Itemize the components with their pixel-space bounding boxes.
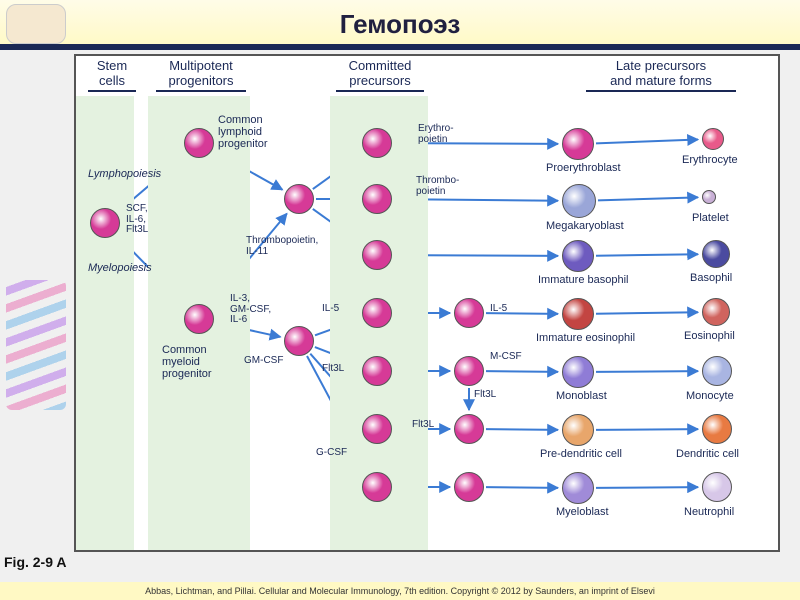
label: Eosinophil: [684, 330, 735, 342]
label: Monocyte: [686, 390, 734, 402]
cell-c-mega: [362, 184, 392, 214]
cell-gm-prog: [284, 326, 314, 356]
label: Monoblast: [556, 390, 607, 402]
label: Neutrophil: [684, 506, 734, 518]
arrow: [598, 197, 698, 200]
header-bar: Гемопоэз: [0, 0, 800, 50]
arrow: [596, 429, 698, 430]
figure-reference: Fig. 2-9 A: [4, 554, 67, 570]
cell-immeos: [562, 298, 594, 330]
cell-c-eryth: [362, 128, 392, 158]
cell-myeloblast: [562, 472, 594, 504]
cell-neutro: [702, 472, 732, 502]
cell-erythro: [702, 128, 724, 150]
growth-factor-note: GM-CSF: [244, 356, 283, 367]
cell-predc: [562, 414, 594, 446]
cell-monoblast: [562, 356, 594, 388]
cell-c-eos: [362, 298, 392, 328]
cell-mid-neut: [454, 472, 484, 502]
label: Immature basophil: [538, 274, 629, 286]
arrow: [596, 254, 698, 255]
cell-proeryth: [562, 128, 594, 160]
label: Immature eosinophil: [536, 332, 635, 344]
cell-mid-dc: [454, 414, 484, 444]
label: Erythrocyte: [682, 154, 738, 166]
arrow: [486, 429, 558, 430]
cell-cmp: [184, 304, 214, 334]
arrow: [596, 371, 698, 372]
label: Proerythroblast: [546, 162, 621, 174]
arrow: [596, 312, 698, 313]
label: Dendritic cell: [676, 448, 739, 460]
cell-meg-prog: [284, 184, 314, 214]
cell-immbaso: [562, 240, 594, 272]
cell-c-baso: [362, 240, 392, 270]
cell-c-mono: [362, 356, 392, 386]
growth-factor-note: Flt3L: [412, 420, 434, 431]
cell-dendritic: [702, 414, 732, 444]
growth-factor-note: Flt3L: [322, 364, 344, 375]
column-header: Late precursors and mature forms: [586, 58, 736, 92]
column-header: Stem cells: [88, 58, 136, 92]
label: Common myeloid progenitor: [162, 344, 212, 380]
cell-basophil: [702, 240, 730, 268]
label: Myeloblast: [556, 506, 609, 518]
cell-platelet: [702, 190, 716, 204]
cell-c-dc: [362, 414, 392, 444]
cell-megakary: [562, 184, 596, 218]
label: Megakaryoblast: [546, 220, 624, 232]
page-title: Гемопоэз: [340, 9, 461, 40]
hematopoiesis-diagram: Stem cells Multipotent progenitors Committ…: [74, 54, 780, 552]
footer-citation: Abbas, Lichtman, and Pillai. Cellular an…: [0, 582, 800, 600]
cell-eosino: [702, 298, 730, 326]
label: Basophil: [690, 272, 732, 284]
growth-factor-note: M-CSF: [490, 352, 522, 363]
cell-c-neut: [362, 472, 392, 502]
label: Lymphopoiesis: [88, 168, 161, 180]
growth-factor-note: IL-5: [322, 304, 339, 315]
cell-mid-eos: [454, 298, 484, 328]
column-header: Multipotent progenitors: [156, 58, 246, 92]
header-logo: [6, 4, 66, 44]
growth-factor-note: Thrombopoietin, IL-11: [246, 236, 318, 257]
arrow: [596, 140, 698, 144]
label: Common lymphoid progenitor: [218, 114, 268, 150]
header-stripe: [0, 44, 800, 50]
cell-mid-mono: [454, 356, 484, 386]
growth-factor-note: G-CSF: [316, 448, 347, 459]
growth-factor-note: Flt3L: [474, 390, 496, 401]
arrow: [486, 371, 558, 372]
label: Platelet: [692, 212, 729, 224]
cell-stem: [90, 208, 120, 238]
arrow: [596, 487, 698, 488]
column-header: Committed precursors: [336, 58, 424, 92]
growth-factor-note: Erythro- poietin: [418, 124, 454, 145]
growth-factor-note: IL-3, GM-CSF, IL-6: [230, 294, 271, 326]
growth-factor-note: IL-5: [490, 304, 507, 315]
label: Myelopoiesis: [88, 262, 152, 274]
cell-clp: [184, 128, 214, 158]
growth-factor-note: Thrombo- poietin: [416, 176, 459, 197]
cell-monocyte: [702, 356, 732, 386]
label: Pre-dendritic cell: [540, 448, 622, 460]
growth-factor-note: SCF, IL-6, Flt3L: [126, 204, 148, 236]
decoration-stripes: [6, 280, 66, 410]
column-band: [76, 96, 134, 550]
arrow: [486, 487, 558, 488]
